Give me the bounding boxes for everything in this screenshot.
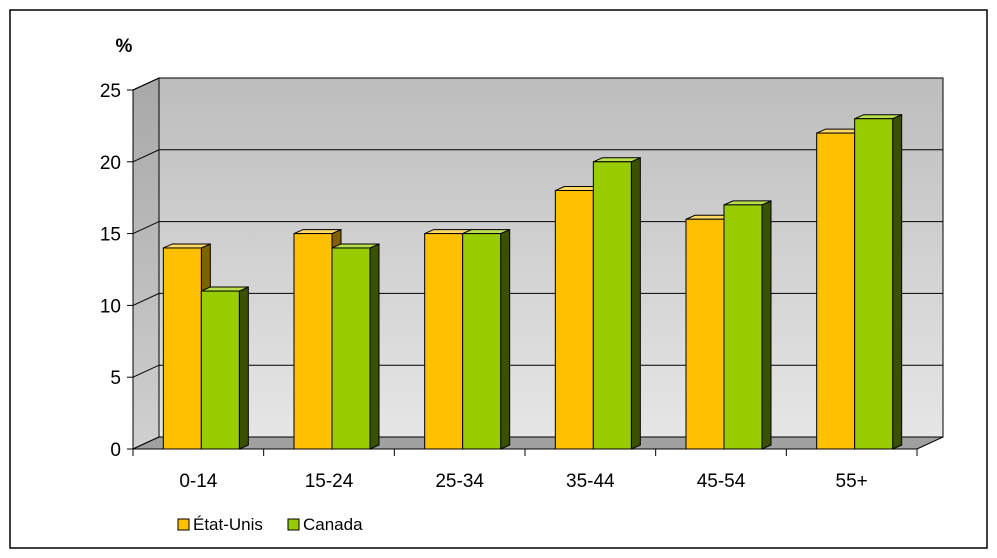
bar-front — [592, 161, 632, 450]
bar-canada-55+ — [854, 113, 903, 450]
bar-top — [163, 243, 211, 249]
gridline — [132, 77, 943, 91]
back-wall — [158, 77, 944, 438]
bar-top — [593, 157, 641, 163]
bar-side — [892, 113, 903, 450]
bar-side — [500, 228, 511, 450]
legend-swatch-etats-unis — [177, 518, 190, 531]
bar-top — [293, 229, 342, 235]
bar-top — [854, 114, 902, 120]
bar-canada-15-24 — [331, 243, 380, 450]
bar-canada-25-34 — [462, 228, 511, 450]
legend-swatch-canada — [287, 518, 300, 531]
bar-side — [630, 157, 641, 450]
y-tick-label: 10 — [100, 296, 121, 317]
bar-side — [761, 200, 772, 450]
axes — [127, 89, 918, 456]
bar-front — [723, 204, 763, 450]
bar-top — [462, 229, 510, 235]
bar-canada-0-14 — [200, 286, 249, 450]
x-category-label: 45-54 — [697, 471, 746, 492]
legend: État-Unis Canada — [177, 515, 363, 534]
y-tick-label: 0 — [110, 440, 121, 461]
bar-front — [854, 118, 894, 450]
bar-front — [331, 247, 371, 450]
x-category-label: 0-14 — [179, 471, 217, 492]
bar-front — [200, 290, 240, 450]
bar-front — [162, 247, 202, 450]
y-tick-labels: 0 5 10 15 20 25 — [100, 81, 121, 461]
bar-front — [462, 233, 502, 450]
legend-label-canada: Canada — [303, 515, 363, 534]
gridlines — [132, 77, 943, 378]
side-wall — [132, 77, 160, 450]
x-category-label: 55+ — [836, 471, 868, 492]
bar-front — [424, 233, 464, 450]
bar-front — [816, 132, 856, 450]
x-category-label: 25-34 — [435, 471, 484, 492]
bar-top — [723, 200, 772, 206]
bar-top — [331, 243, 380, 249]
bar-front — [554, 190, 594, 450]
gridline — [132, 364, 943, 378]
y-tick-label: 5 — [110, 368, 121, 389]
gridline — [132, 292, 943, 306]
legend-label-etats-unis: État-Unis — [193, 515, 263, 534]
bar-front — [293, 233, 333, 450]
bar-top — [201, 286, 249, 292]
bar-canada-35-44 — [592, 157, 641, 450]
x-category-label: 35-44 — [566, 471, 615, 492]
y-tick-label: 15 — [100, 225, 121, 246]
x-category-labels: 0-14 15-24 25-34 35-44 45-54 55+ — [179, 471, 867, 492]
bar-front — [685, 218, 725, 450]
bar-canada-45-54 — [723, 200, 772, 450]
bar-side — [238, 286, 249, 450]
y-unit-label: % — [116, 36, 133, 57]
bar-side — [369, 243, 380, 450]
y-tick-label: 25 — [100, 81, 121, 102]
x-category-label: 15-24 — [305, 471, 354, 492]
y-tick-label: 20 — [100, 153, 121, 174]
gridline — [132, 221, 943, 235]
bars-group — [162, 113, 903, 450]
gridline — [132, 149, 943, 163]
